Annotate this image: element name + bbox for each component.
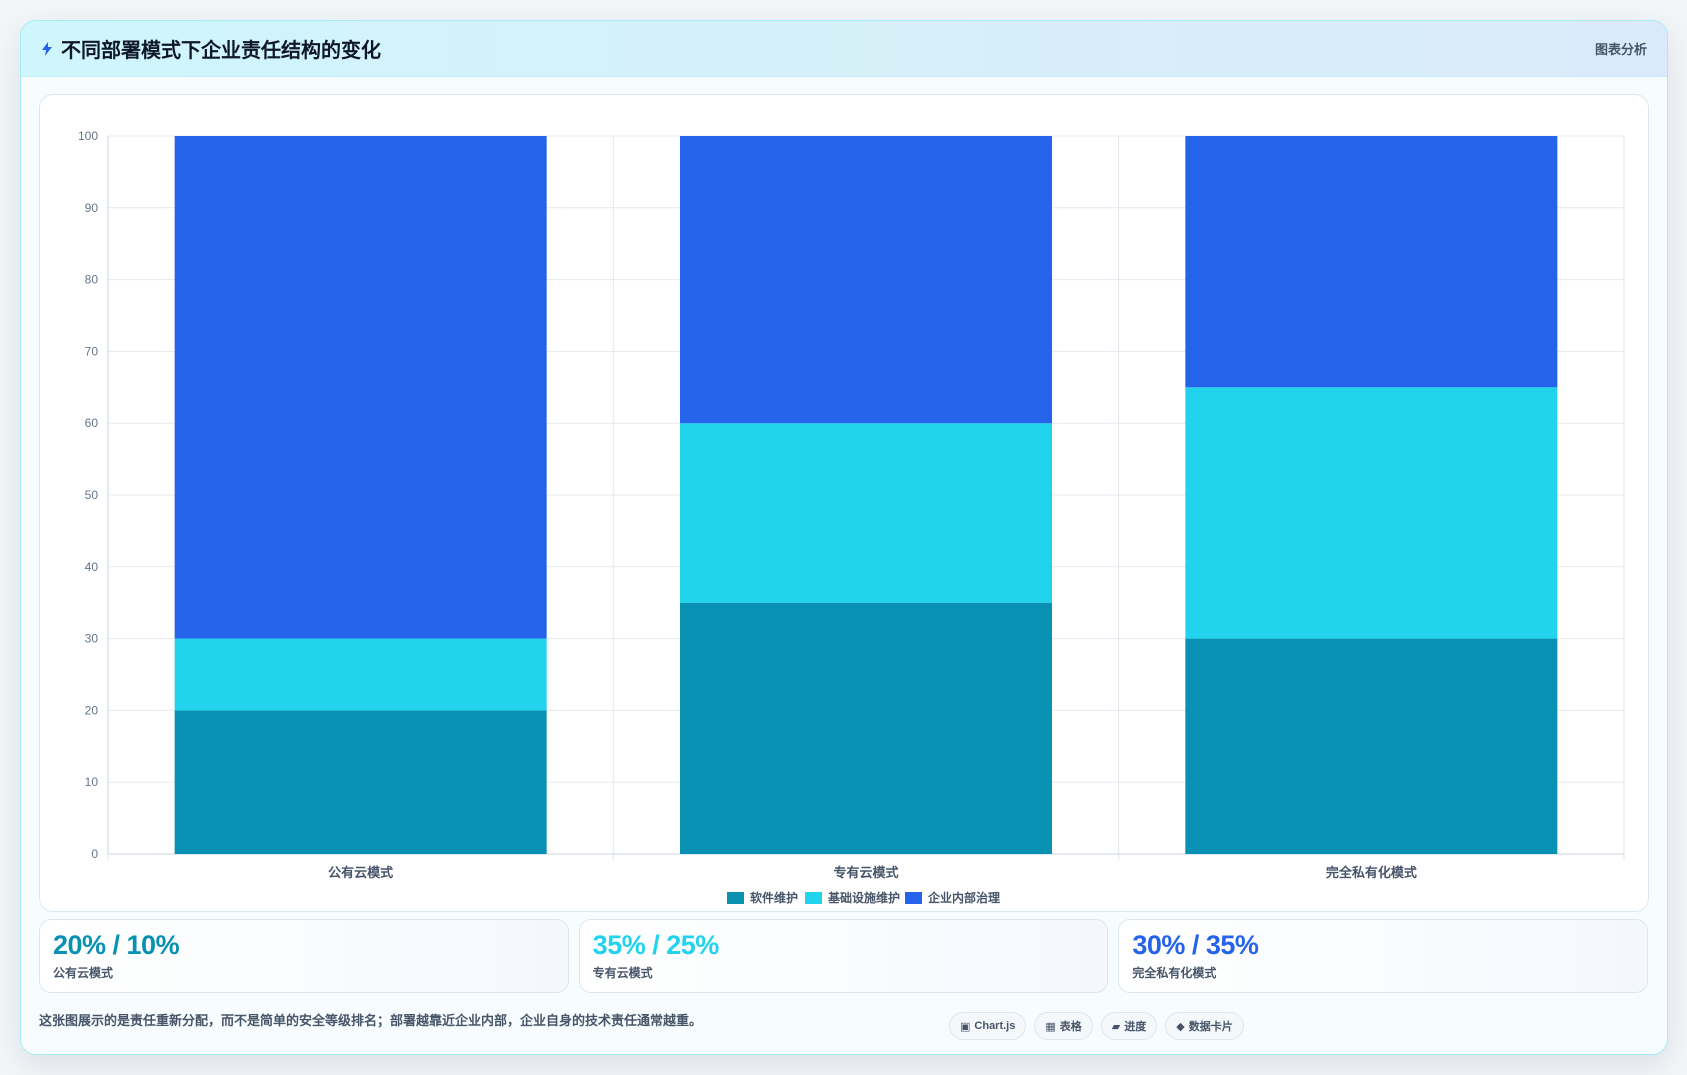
card-footer: 这张图展示的是责任重新分配，而不是简单的安全等级排名；部署越靠近企业内部，企业自… — [39, 1006, 1648, 1046]
y-tick-label: 20 — [85, 703, 99, 717]
bar-segment — [174, 136, 547, 639]
stat-value: 35% / 25% — [592, 930, 720, 960]
feature-chips: ▣ Chart.js ▦ 表格 ▰ 进度 ◆ 数据卡片 — [949, 1012, 1244, 1040]
stat-card-public-cloud: 20% / 10% 公有云模式 — [39, 919, 569, 993]
chart-analysis-tag[interactable]: 图表分析 — [1594, 42, 1647, 57]
legend-label: 基础设施维护 — [827, 890, 900, 905]
table-icon: ▦ — [1045, 1020, 1056, 1033]
y-tick-label: 0 — [91, 847, 98, 861]
stacked-bar-chart: 0 10 20 30 40 50 60 70 80 90 100 公有云模式 专有云模式 完全私有化模式软… — [78, 129, 1625, 905]
y-tick-label: 30 — [85, 632, 99, 646]
chip-label: 数据卡片 — [1188, 1021, 1233, 1033]
chip-label: 表格 — [1059, 1021, 1082, 1033]
y-tick-label: 10 — [85, 775, 99, 789]
y-tick-label: 50 — [85, 488, 99, 502]
progress-icon: ▰ — [1111, 1020, 1121, 1033]
chip-label: Chart.js — [974, 1020, 1016, 1032]
chart-icon: ▣ — [960, 1020, 971, 1033]
stat-cards: 20% / 10% 公有云模式 35% / 25% 专有云模式 30% / 35… — [39, 919, 1649, 993]
bar-segment — [174, 710, 547, 854]
chip-chartjs[interactable]: ▣ Chart.js — [949, 1012, 1027, 1040]
x-tick-label: 专有云模式 — [833, 865, 898, 880]
chip-data-card[interactable]: ◆ 数据卡片 — [1165, 1012, 1244, 1040]
bar-segment — [1185, 136, 1558, 388]
bar-segment — [1185, 638, 1558, 854]
chip-label: 进度 — [1124, 1021, 1147, 1033]
bar-segment — [680, 423, 1052, 603]
y-tick-label: 90 — [85, 201, 99, 215]
diamond-icon: ◆ — [1176, 1020, 1185, 1033]
bar-segment — [680, 136, 1052, 424]
x-tick-label: 完全私有化模式 — [1326, 865, 1417, 880]
y-tick-label: 70 — [85, 344, 99, 358]
stat-card-private-deployment: 30% / 35% 完全私有化模式 — [1118, 919, 1649, 993]
card-header: 不同部署模式下企业责任结构的变化 图表分析 — [21, 21, 1667, 77]
bar-segment — [680, 602, 1052, 854]
stat-value: 30% / 35% — [1132, 930, 1259, 960]
legend-label: 软件维护 — [750, 890, 798, 905]
chip-progress[interactable]: ▰ 进度 — [1100, 1012, 1158, 1040]
legend-swatch — [805, 892, 822, 904]
chart-panel: 0 10 20 30 40 50 60 70 80 90 100 公有云模式 专有云模式 完全私有化模式软… — [39, 94, 1649, 912]
header-title-group: 不同部署模式下企业责任结构的变化 — [41, 34, 381, 63]
y-tick-label: 100 — [78, 129, 98, 143]
bolt-icon — [42, 41, 52, 56]
legend-swatch — [727, 892, 744, 904]
stat-value: 20% / 10% — [53, 930, 180, 960]
bar-segment — [174, 638, 547, 711]
stat-label: 完全私有化模式 — [1132, 966, 1217, 980]
y-tick-label: 60 — [85, 416, 99, 430]
y-tick-label: 40 — [85, 560, 99, 574]
stat-label: 公有云模式 — [53, 966, 114, 980]
bar-segment — [1185, 387, 1558, 639]
chip-table[interactable]: ▦ 表格 — [1034, 1012, 1093, 1040]
legend-swatch — [905, 892, 922, 904]
stat-card-dedicated-cloud: 35% / 25% 专有云模式 — [578, 919, 1109, 993]
chart-card: 不同部署模式下企业责任结构的变化 图表分析 0 10 20 30 40 50 60 70 80 9… — [20, 20, 1668, 1055]
x-tick-label: 公有云模式 — [328, 865, 393, 880]
stat-label: 专有云模式 — [592, 966, 653, 980]
page-title: 不同部署模式下企业责任结构的变化 — [61, 40, 381, 62]
legend-label: 企业内部治理 — [927, 890, 1000, 905]
chart-note: 这张图展示的是责任重新分配，而不是简单的安全等级排名；部署越靠近企业内部，企业自… — [39, 1013, 703, 1028]
y-tick-label: 80 — [85, 273, 99, 287]
